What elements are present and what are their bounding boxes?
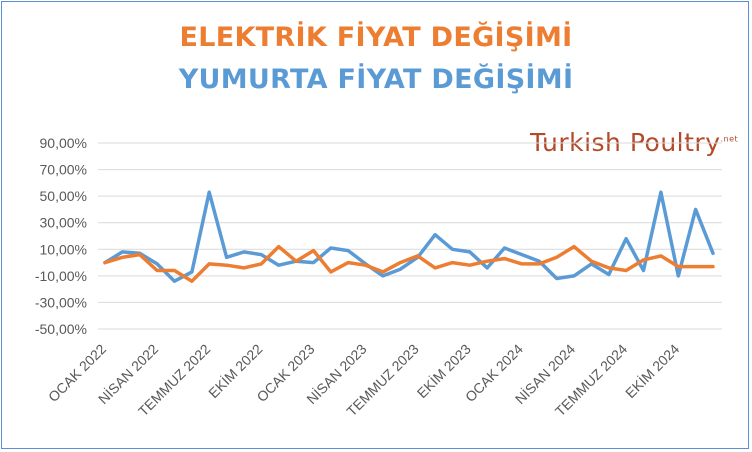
chart-title-electricity: ELEKTRİK FİYAT DEĞİŞİMİ (179, 22, 573, 53)
grid-lines (98, 142, 722, 330)
electricity-series-line (103, 244, 715, 283)
y-tick-label: 90,00% (40, 135, 87, 151)
egg-series-line (103, 190, 715, 283)
y-tick-label: -10,00% (35, 268, 87, 284)
y-tick-label: 50,00% (40, 188, 87, 204)
y-axis-ticks: 90,00% 70,00% 50,00% 30,00% 10,00% -10,00% -30… (35, 135, 87, 337)
logo-suffix: .net (720, 134, 739, 144)
series-lines (103, 190, 715, 283)
y-tick-label: 70,00% (40, 162, 87, 178)
y-tick-label: -30,00% (35, 294, 87, 310)
chart-title-egg: YUMURTA FİYAT DEĞİŞİMİ (178, 64, 574, 95)
y-tick-label: 30,00% (40, 215, 87, 231)
x-tick-label: EKİM 2024 (621, 340, 682, 401)
y-tick-label: -50,00% (35, 321, 87, 337)
y-tick-label: 10,00% (40, 241, 87, 257)
